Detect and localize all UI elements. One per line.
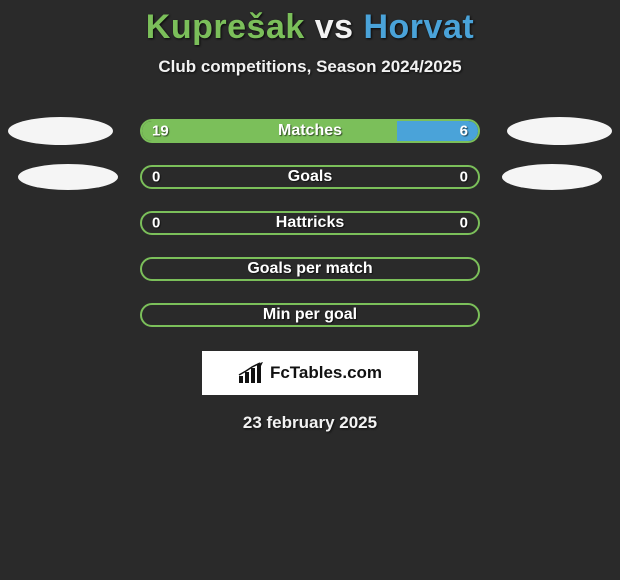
player-right-marker bbox=[507, 117, 612, 145]
player-left-marker bbox=[18, 164, 118, 190]
title-vs: vs bbox=[305, 8, 364, 46]
stat-value-left: 19 bbox=[152, 123, 169, 140]
title-player-left: Kuprešak bbox=[146, 8, 305, 46]
stat-value-right: 0 bbox=[460, 169, 468, 186]
stat-value-left: 0 bbox=[152, 169, 160, 186]
source-logo: FcTables.com bbox=[202, 351, 418, 395]
player-right-marker bbox=[502, 164, 602, 190]
stat-label: Min per goal bbox=[263, 306, 357, 324]
stat-row-hattricks: 0 Hattricks 0 bbox=[0, 211, 620, 235]
subtitle: Club competitions, Season 2024/2025 bbox=[0, 57, 620, 77]
stat-value-right: 0 bbox=[460, 215, 468, 232]
stat-label: Matches bbox=[278, 122, 342, 140]
stat-bar: 19 Matches 6 bbox=[140, 119, 480, 143]
stat-bar: 0 Hattricks 0 bbox=[140, 211, 480, 235]
stat-bar: Min per goal bbox=[140, 303, 480, 327]
stat-rows: 19 Matches 6 0 Goals 0 0 Hattricks bbox=[0, 119, 620, 327]
bar-chart-icon bbox=[238, 362, 264, 384]
stat-row-matches: 19 Matches 6 bbox=[0, 119, 620, 143]
date-label: 23 february 2025 bbox=[0, 413, 620, 433]
stat-row-goals: 0 Goals 0 bbox=[0, 165, 620, 189]
stat-bar: 0 Goals 0 bbox=[140, 165, 480, 189]
bar-fill-left bbox=[142, 121, 397, 141]
stat-value-left: 0 bbox=[152, 215, 160, 232]
logo-text: FcTables.com bbox=[270, 363, 382, 383]
player-left-marker bbox=[8, 117, 113, 145]
stat-row-min-per-goal: Min per goal bbox=[0, 303, 620, 327]
title-player-right: Horvat bbox=[363, 8, 474, 46]
stat-value-right: 6 bbox=[460, 123, 468, 140]
stat-label: Goals bbox=[288, 168, 332, 186]
stat-row-goals-per-match: Goals per match bbox=[0, 257, 620, 281]
page-title: Kuprešak vs Horvat bbox=[0, 0, 620, 47]
comparison-infographic: Kuprešak vs Horvat Club competitions, Se… bbox=[0, 0, 620, 580]
stat-label: Hattricks bbox=[276, 214, 344, 232]
stat-bar: Goals per match bbox=[140, 257, 480, 281]
stat-label: Goals per match bbox=[247, 260, 372, 278]
